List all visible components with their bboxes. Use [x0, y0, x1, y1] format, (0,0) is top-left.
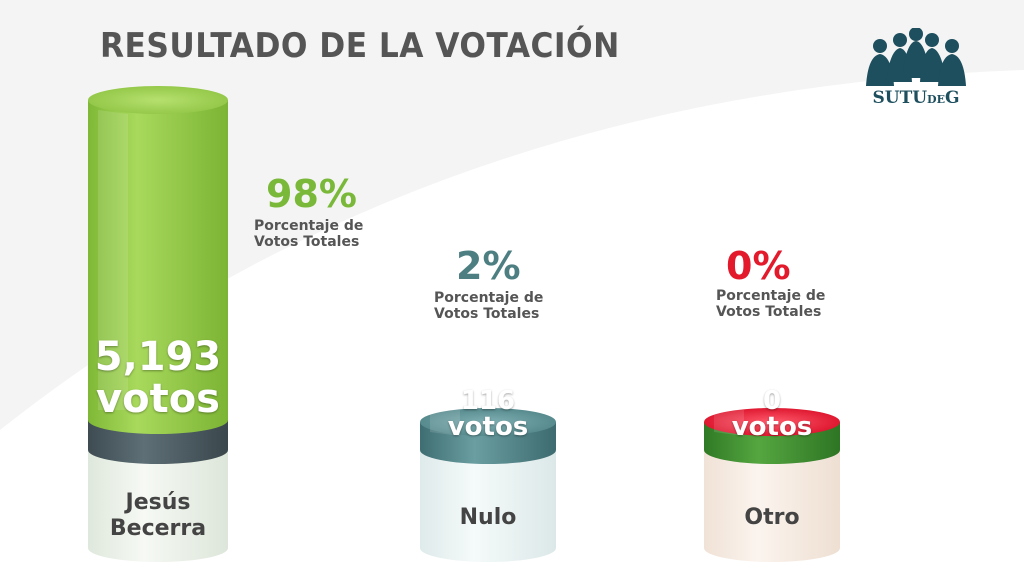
value-number: 0 — [762, 386, 782, 416]
percent-caption-line1: Porcentaje de — [716, 288, 826, 304]
value-unit: votos — [96, 376, 220, 422]
percent-caption-line1: Porcentaje de — [434, 290, 544, 306]
category-label-jesus-becerra: Jesús Becerra — [109, 490, 207, 541]
percent-caption-jesus-becerra: Porcentaje de Votos Totales — [254, 218, 394, 250]
bar-body-jesus-becerra — [88, 100, 228, 434]
value-number: 116 — [460, 386, 516, 416]
value-label-nulo: 116 votos — [420, 388, 556, 440]
percent-caption-line1: Porcentaje de — [254, 218, 364, 234]
logo-text-small: DE — [927, 93, 945, 106]
percent-label-nulo: 2% — [456, 244, 521, 288]
percent-label-otro: 0% — [726, 244, 791, 288]
logo-people-icon — [866, 27, 966, 86]
bar-highlight-jesus-becerra — [98, 110, 128, 410]
value-unit: votos — [447, 412, 529, 442]
value-label-jesus-becerra: 5,193 votos — [88, 336, 228, 420]
page-title: RESULTADO DE LA VOTACIÓN — [100, 26, 620, 66]
percent-caption-line2: Votos Totales — [716, 304, 822, 320]
category-label-otro: Otro — [744, 505, 800, 530]
percent-caption-line2: Votos Totales — [254, 234, 360, 250]
percent-label-jesus-becerra: 98% — [266, 172, 357, 216]
bar-highlight-otro — [714, 410, 744, 436]
bar-highlight-nulo — [430, 410, 460, 436]
bar-base-nulo — [420, 450, 556, 562]
bars-group — [88, 86, 840, 562]
logo-text-end: G — [944, 88, 960, 108]
bar-cap-jesus-becerra — [88, 86, 228, 114]
logo-text-main: SUTU — [872, 88, 928, 108]
sutu-logo: SUTUDEG — [858, 27, 974, 112]
bar-cap-otro — [704, 408, 840, 436]
value-label-otro: 0 votos — [704, 388, 840, 440]
bar-base-jesus-becerra — [88, 450, 228, 562]
percent-caption-nulo: Porcentaje de Votos Totales — [434, 290, 574, 322]
bar-base-otro — [704, 450, 840, 562]
value-unit: votos — [731, 412, 813, 442]
logo-text: SUTUDEG — [858, 88, 974, 108]
bar-cap-nulo — [420, 408, 556, 436]
category-label-nulo: Nulo — [459, 505, 517, 530]
value-number: 5,193 — [94, 334, 222, 380]
percent-caption-otro: Porcentaje de Votos Totales — [716, 288, 856, 320]
percent-caption-line2: Votos Totales — [434, 306, 540, 322]
